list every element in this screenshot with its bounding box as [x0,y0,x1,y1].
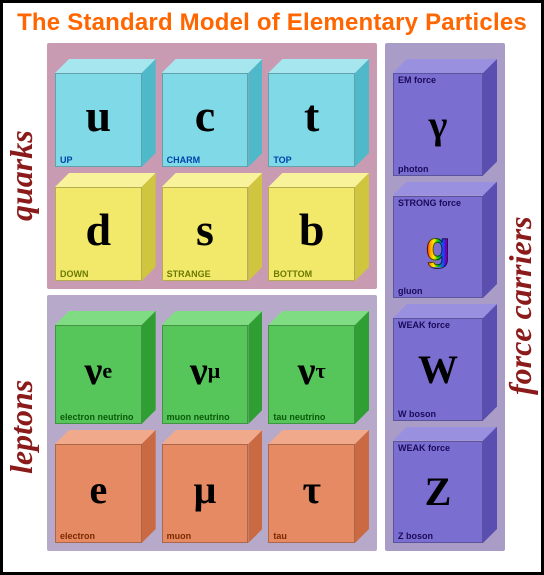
bosons-label: Z boson [398,532,478,541]
leptons-symbol: τ [273,447,350,532]
bosons-symbol: W [398,330,478,410]
quarks-cube-3: dDOWN [55,173,156,281]
bosons-symbol: γ [398,85,478,165]
quarks-label: UP [60,156,137,165]
quarks-cube-1: cCHARM [162,59,263,167]
leptons-cube-1: νμmuon neutrino [162,311,263,424]
leptons-symbol: νe [60,328,137,413]
bosons-label: W boson [398,410,478,419]
quarks-label: TOP [273,156,350,165]
quarks-cube-5: bBOTTOM [268,173,369,281]
bosons-label: gluon [398,287,478,296]
leptons-label: muon neutrino [167,413,244,422]
leptons-label: electron [60,532,137,541]
leptons-label: muon [167,532,244,541]
quarks-label: CHARM [167,156,244,165]
leptons-cube-4: μmuon [162,430,263,543]
leptons-label: electron neutrino [60,413,137,422]
leptons-symbol: ντ [273,328,350,413]
grid-leptons: νeelectron neutrinoνμmuon neutrinoντtau … [55,311,369,543]
leptons-symbol: νμ [167,328,244,413]
side-label-leptons: leptons [3,303,40,551]
leptons-cube-0: νeelectron neutrino [55,311,156,424]
bosons-symbol: g [398,208,478,288]
quarks-label: STRANGE [167,270,244,279]
leptons-symbol: μ [167,447,244,532]
quarks-symbol: u [60,76,137,156]
bosons-cube-3: WEAK forceZZ boson [393,427,497,544]
leptons-cube-3: eelectron [55,430,156,543]
bosons-symbol: Z [398,453,478,533]
page-title: The Standard Model of Elementary Particl… [11,9,533,37]
leptons-cube-2: ντtau neutrino [268,311,369,424]
leptons-symbol: e [60,447,137,532]
bosons-label: photon [398,165,478,174]
leptons-label: tau neutrino [273,413,350,422]
bosons-toplabel: STRONG force [398,197,478,208]
bosons-toplabel: EM force [398,74,478,85]
quarks-symbol: c [167,76,244,156]
grid-bosons: EM forceγphotonSTRONG forceggluonWEAK fo… [393,59,497,543]
quarks-cube-4: sSTRANGE [162,173,263,281]
grid-quarks: uUPcCHARMtTOPdDOWNsSTRANGEbBOTTOM [55,59,369,281]
quarks-symbol: b [273,190,350,270]
quarks-label: BOTTOM [273,270,350,279]
bosons-cube-0: EM forceγphoton [393,59,497,176]
bosons-cube-2: WEAK forceWW boson [393,304,497,421]
side-label-quarks: quarks [3,61,40,291]
quarks-cube-2: tTOP [268,59,369,167]
quarks-label: DOWN [60,270,137,279]
side-label-force_carriers: force carriers [502,61,539,551]
diagram-frame: quarksleptonsforce carriersuUPcCHARMtTOP… [11,41,533,553]
bosons-toplabel: WEAK force [398,442,478,453]
quarks-cube-0: uUP [55,59,156,167]
quarks-symbol: s [167,190,244,270]
leptons-cube-5: τtau [268,430,369,543]
quarks-symbol: d [60,190,137,270]
quarks-symbol: t [273,76,350,156]
bosons-cube-1: STRONG forceggluon [393,182,497,299]
bosons-toplabel: WEAK force [398,319,478,330]
leptons-label: tau [273,532,350,541]
